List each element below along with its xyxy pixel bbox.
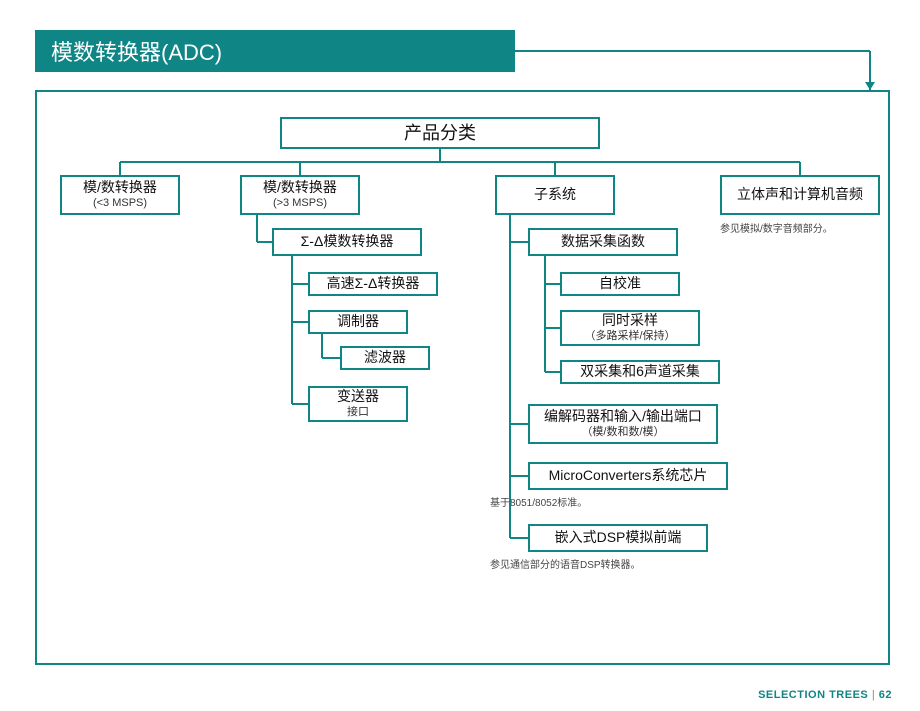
node-subsys-line1: 子系统	[534, 186, 576, 204]
node-sd_tx: 变送器接口	[308, 386, 408, 422]
node-adc_lt3-line2: (<3 MSPS)	[93, 197, 147, 211]
node-root-label: 产品分类	[404, 122, 476, 145]
node-ss_codec-line2: （模/数和数/模）	[581, 426, 664, 440]
node-sd_mod-line1: 调制器	[337, 313, 379, 331]
node-adc_gt3-line1: 模/数转换器	[263, 179, 337, 197]
node-ss_cal: 自校准	[560, 272, 680, 296]
node-ss_sim: 同时采样（多路采样/保持）	[560, 310, 700, 346]
node-sd_tx-line1: 变送器	[337, 388, 379, 406]
node-root: 产品分类	[280, 117, 600, 149]
node-ss_codec-line1: 编解码器和输入/输出端口	[544, 408, 702, 426]
page-title-bar: 模数转换器(ADC)	[35, 30, 515, 72]
node-sd: Σ-Δ模数转换器	[272, 228, 422, 256]
page-title-text: 模数转换器(ADC)	[51, 35, 222, 67]
node-audio-line1: 立体声和计算机音频	[737, 186, 863, 204]
node-ss_micro-line1: MicroConverters系统芯片	[549, 467, 708, 485]
node-sd-line1: Σ-Δ模数转换器	[301, 233, 394, 251]
node-ss_dsp: 嵌入式DSP模拟前端	[528, 524, 708, 552]
node-adc_lt3: 模/数转换器(<3 MSPS)	[60, 175, 180, 215]
footer: SELECTION TREES | 62	[758, 689, 892, 701]
footer-sep: |	[868, 689, 878, 701]
node-ss_daq: 数据采集函数	[528, 228, 678, 256]
node-ss_sim-line2: （多路采样/保持）	[584, 330, 675, 344]
note-ss_micro: 基于8051/8052标准。	[490, 494, 587, 509]
note-ss_dsp: 参见通信部分的语音DSP转换器。	[490, 556, 641, 571]
node-sd_hs: 高速Σ-Δ转换器	[308, 272, 438, 296]
node-sd_mod: 调制器	[308, 310, 408, 334]
node-subsys: 子系统	[495, 175, 615, 215]
node-ss_dual-line1: 双采集和6声道采集	[580, 363, 700, 381]
node-audio: 立体声和计算机音频	[720, 175, 880, 215]
node-sd_hs-line1: 高速Σ-Δ转换器	[327, 275, 420, 293]
node-ss_dual: 双采集和6声道采集	[560, 360, 720, 384]
node-adc_gt3: 模/数转换器(>3 MSPS)	[240, 175, 360, 215]
footer-label: SELECTION TREES	[758, 689, 868, 701]
node-sd_filt: 滤波器	[340, 346, 430, 370]
footer-page: 62	[879, 689, 892, 701]
node-ss_cal-line1: 自校准	[599, 275, 641, 293]
note-audio: 参见模拟/数字音频部分。	[720, 220, 833, 235]
node-adc_gt3-line2: (>3 MSPS)	[273, 197, 327, 211]
node-ss_daq-line1: 数据采集函数	[561, 233, 645, 251]
node-sd_filt-line1: 滤波器	[364, 349, 406, 367]
node-ss_sim-line1: 同时采样	[602, 312, 658, 330]
node-sd_tx-line2: 接口	[347, 406, 369, 420]
node-ss_dsp-line1: 嵌入式DSP模拟前端	[555, 529, 682, 547]
node-adc_lt3-line1: 模/数转换器	[83, 179, 157, 197]
node-ss_micro: MicroConverters系统芯片	[528, 462, 728, 490]
node-ss_codec: 编解码器和输入/输出端口（模/数和数/模）	[528, 404, 718, 444]
